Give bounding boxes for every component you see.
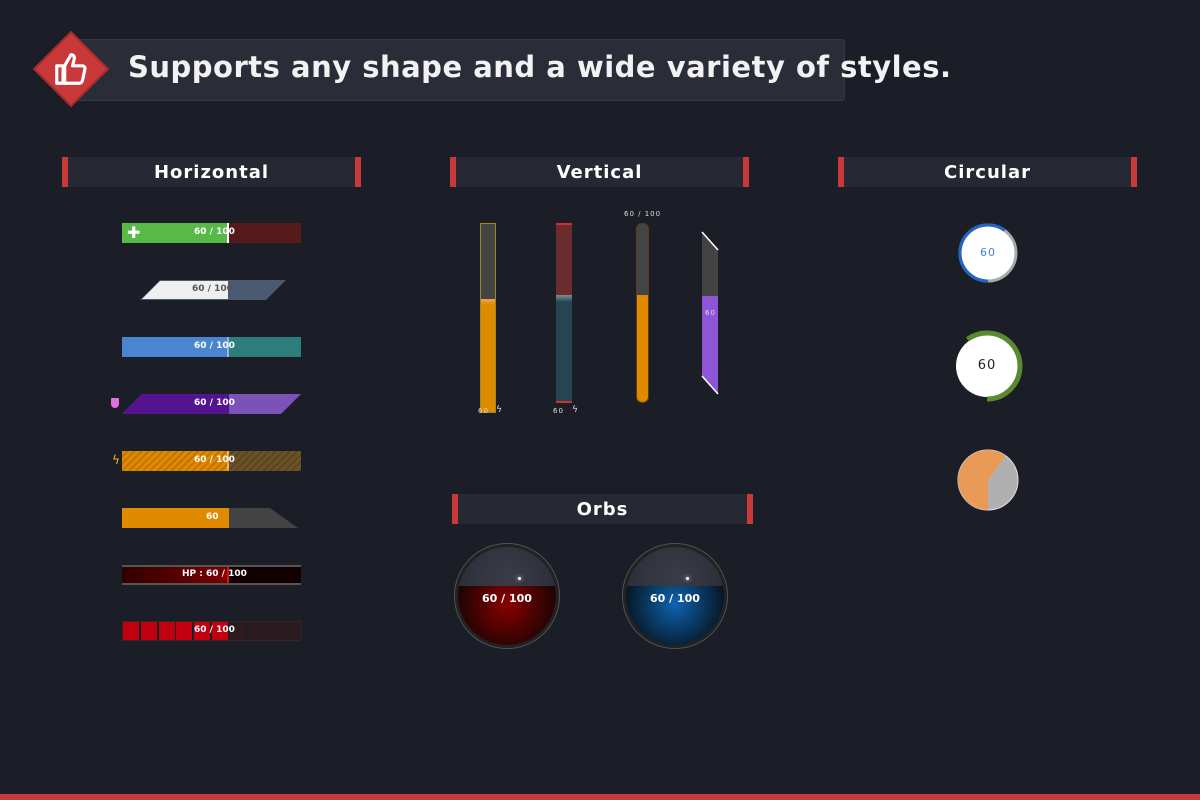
bar-fill xyxy=(122,508,229,528)
shield-icon xyxy=(111,398,119,408)
circular-ring-1 xyxy=(958,223,1018,283)
orb-2: 60 / 100 xyxy=(623,544,727,648)
circular-ring-2-value: 60 xyxy=(977,358,997,373)
bar-segment xyxy=(140,622,157,640)
vertical-bar-4 xyxy=(701,231,719,395)
bar-segment xyxy=(283,622,300,640)
horizontal-bar-4: 60 / 100 xyxy=(122,394,301,414)
lightning-icon: ϟ xyxy=(112,453,120,467)
circular-pie xyxy=(957,449,1019,511)
bar-label: HP : 60 / 100 xyxy=(182,569,247,579)
horizontal-bar-6: 60 xyxy=(122,508,301,528)
bar-fill xyxy=(122,223,229,243)
orb-fill xyxy=(458,586,556,645)
vertical-bar-3-value: 60 / 100 xyxy=(624,210,662,218)
bar-label: 60 / 100 xyxy=(194,455,235,465)
circular-ring-1-value: 60 xyxy=(980,246,996,259)
vertical-bar-4-value: 60 xyxy=(705,309,716,317)
bar-label: 60 xyxy=(206,512,219,522)
horizontal-bar-1: 60 / 100 ✚ xyxy=(122,223,301,243)
bar-segment xyxy=(265,622,282,640)
circular-ring-2 xyxy=(951,330,1023,402)
vertical-bar-2 xyxy=(556,223,572,403)
horizontal-bar-7: HP : 60 / 100 xyxy=(122,565,301,585)
bar-segment xyxy=(158,622,175,640)
vertical-bar-1 xyxy=(480,223,496,413)
bar-segment xyxy=(176,622,193,640)
horizontal-bar-8: 60 / 100 xyxy=(122,621,301,641)
header-title: Supports any shape and a wide variety of… xyxy=(128,50,952,84)
horizontal-bar-2: 60 / 100 xyxy=(122,280,301,300)
bar-label: 60 / 100 xyxy=(194,398,235,408)
bar-segment xyxy=(194,622,211,640)
vertical-bar-3-fill xyxy=(637,295,648,402)
circular-ring-2-progress xyxy=(951,330,1023,402)
section-horizontal: Horizontal xyxy=(62,157,361,187)
orb-label: 60 / 100 xyxy=(650,592,700,605)
vertical-bar-1-value: 60 xyxy=(478,407,489,415)
header-banner xyxy=(75,39,845,101)
vertical-bar-2-value: 60 xyxy=(553,407,564,415)
lightning-icon: ϟ xyxy=(572,405,578,415)
orb-sparkle xyxy=(686,577,689,580)
bar-label: 60 / 100 xyxy=(194,227,235,237)
section-circular: Circular xyxy=(838,157,1137,187)
bar-label: 60 / 100 xyxy=(192,284,233,294)
bar-segment xyxy=(247,622,264,640)
bar-segment xyxy=(212,622,228,640)
orb-fill xyxy=(626,586,724,645)
bar-fill xyxy=(142,281,228,299)
horizontal-bar-3: 60 / 100 xyxy=(122,337,301,357)
bar-segment xyxy=(123,622,139,640)
footer-bar xyxy=(0,794,1200,800)
bar-segment xyxy=(229,622,246,640)
vertical-bar-3 xyxy=(636,223,649,403)
circular-ring-1-progress xyxy=(958,223,1018,283)
lightning-icon: ϟ xyxy=(496,405,502,415)
vertical-bar-2-fill xyxy=(556,295,572,401)
section-vertical: Vertical xyxy=(450,157,749,187)
bar-fill xyxy=(122,337,229,357)
bar-label: 60 / 100 xyxy=(194,625,235,635)
bar-label: 60 / 100 xyxy=(194,341,235,351)
plus-icon: ✚ xyxy=(127,223,141,242)
bar-fill xyxy=(122,567,229,583)
thumbs-up-icon xyxy=(55,53,87,85)
horizontal-bar-5: 60 / 100 xyxy=(122,451,301,471)
bar-fill xyxy=(122,451,229,471)
orb-label: 60 / 100 xyxy=(482,592,532,605)
orb-sparkle xyxy=(518,577,521,580)
orb-1: 60 / 100 xyxy=(455,544,559,648)
vertical-bar-1-fill xyxy=(481,299,495,412)
bar-fill xyxy=(122,394,229,414)
section-orbs: Orbs xyxy=(452,494,753,524)
